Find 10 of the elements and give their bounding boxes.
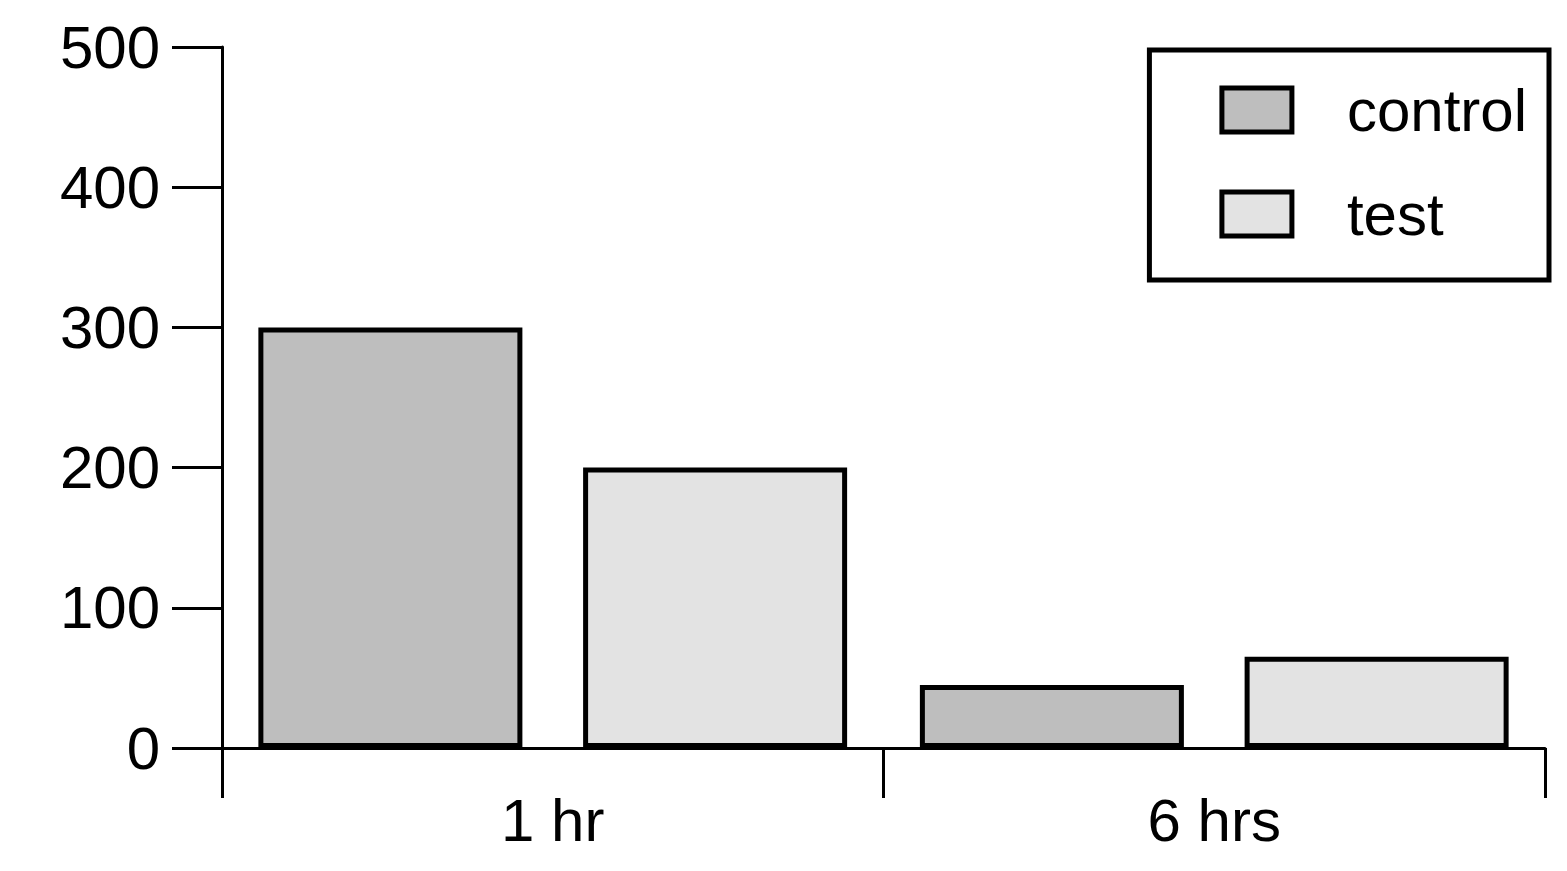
y-tick-label: 400	[59, 153, 160, 221]
x-tick-label: 6 hrs	[1147, 786, 1281, 854]
x-tick-label: 1 hr	[501, 786, 605, 854]
legend-label: control	[1346, 76, 1528, 144]
y-tick-label: 100	[59, 574, 160, 642]
y-tick-label: 500	[59, 13, 160, 81]
y-tick-label: 200	[59, 434, 160, 502]
y-tick-label: 0	[126, 714, 160, 782]
legend-label: test	[1346, 180, 1444, 248]
y-tick-label: 300	[59, 293, 160, 361]
